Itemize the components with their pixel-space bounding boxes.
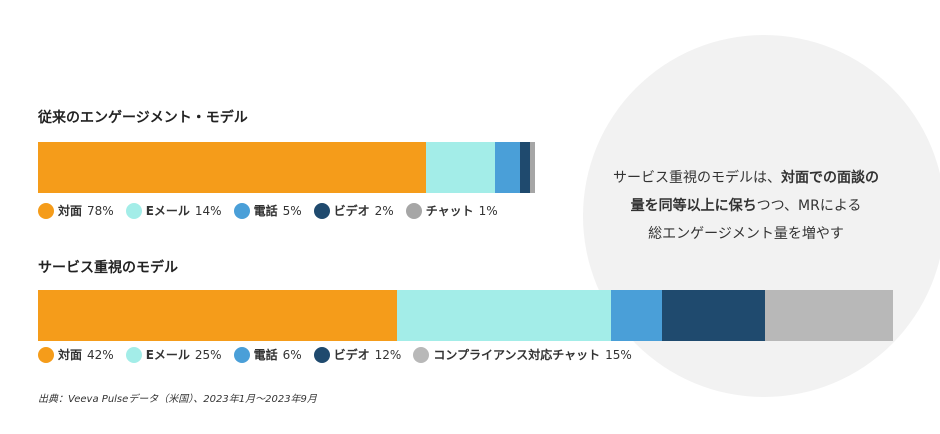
value-label: 25% [194, 347, 222, 362]
bar-segment [530, 142, 535, 193]
legend-dot [313, 202, 330, 219]
source: 出典：Veeva Pulseデータ（米国）、2023年1月～2023年9月 [38, 394, 317, 405]
callout-text: 総エンゲージメント量を増やす [648, 226, 844, 242]
legend-label: Eメール [145, 204, 190, 218]
legend-label: チャット [425, 204, 474, 218]
bar-segment [662, 290, 765, 341]
callout-line: サービス重視のモデルは、対面での面談の [583, 164, 909, 192]
callout-line: 総エンゲージメント量を増やす [583, 220, 909, 248]
bar-segment [495, 142, 521, 193]
legend: 対面 42% Eメール 25% 電話 6% ビデオ 12% コンプライアンス対応チャット 15% [38, 346, 644, 363]
callout-text: つつ、MRによる [756, 198, 862, 214]
chart-title: 従来のエンゲージメント・モデル [38, 110, 248, 126]
value-label: 2% [374, 203, 394, 218]
legend-dot [233, 202, 250, 219]
callout-text: 対面での面談の [781, 170, 879, 186]
legend-item: 対面 42% [38, 346, 114, 363]
legend-dot [405, 202, 422, 219]
value-label: 5% [282, 203, 302, 218]
value-label: 12% [374, 347, 402, 362]
legend-item: Eメール 25% [125, 346, 222, 363]
legend-label: 対面 [58, 348, 83, 362]
legend-label: ビデオ [333, 348, 370, 362]
value-label: 15% [605, 347, 632, 362]
callout: サービス重視のモデルは、対面での面談の 量を同等以上に保ちつつ、MRによる 総エンゲ… [583, 164, 909, 248]
legend-label: 対面 [58, 204, 83, 218]
callout-line: 量を同等以上に保ちつつ、MRによる [583, 192, 909, 220]
legend-label: ビデオ [333, 204, 370, 218]
legend-dot [125, 202, 142, 219]
bar-segment [764, 290, 893, 341]
stacked-bar [38, 290, 893, 341]
legend-item: 電話 5% [233, 202, 302, 219]
callout-text: 量を同等以上に保ち [630, 198, 757, 214]
value-label: 1% [478, 203, 498, 218]
legend-label: 電話 [253, 348, 278, 362]
legend-item: 電話 6% [233, 346, 302, 363]
callout-text: サービス重視のモデルは、 [613, 170, 781, 186]
bar-segment [425, 142, 496, 193]
legend-item: Eメール 14% [125, 202, 222, 219]
bar-segment [38, 142, 426, 193]
bar-segment [610, 290, 663, 341]
chart-title: サービス重視のモデル [38, 260, 178, 276]
value-label: 14% [194, 203, 222, 218]
value-label: 6% [282, 347, 302, 362]
bar-segment [38, 290, 398, 341]
bar-segment [397, 290, 611, 341]
legend-item: ビデオ 2% [313, 202, 394, 219]
bar-segment [520, 142, 531, 193]
value-label: 78% [87, 203, 114, 218]
legend-dot [233, 346, 250, 363]
legend-label: Eメール [145, 348, 190, 362]
legend-item: チャット 1% [405, 202, 498, 219]
legend-dot [313, 346, 330, 363]
legend-item: コンプライアンス対応チャット 15% [413, 346, 632, 363]
legend-dot [38, 202, 54, 219]
value-label: 42% [87, 347, 114, 362]
legend-label: 電話 [253, 204, 278, 218]
legend-item: 対面 78% [38, 202, 114, 219]
legend: 対面 78% Eメール 14% 電話 5% ビデオ 2% チャット 1% [38, 202, 510, 219]
legend-dot [38, 346, 54, 363]
legend-item: ビデオ 12% [313, 346, 402, 363]
legend-dot [125, 346, 142, 363]
stacked-bar [38, 142, 535, 193]
legend-dot [413, 346, 430, 363]
legend-label: コンプライアンス対応チャット [433, 348, 601, 362]
